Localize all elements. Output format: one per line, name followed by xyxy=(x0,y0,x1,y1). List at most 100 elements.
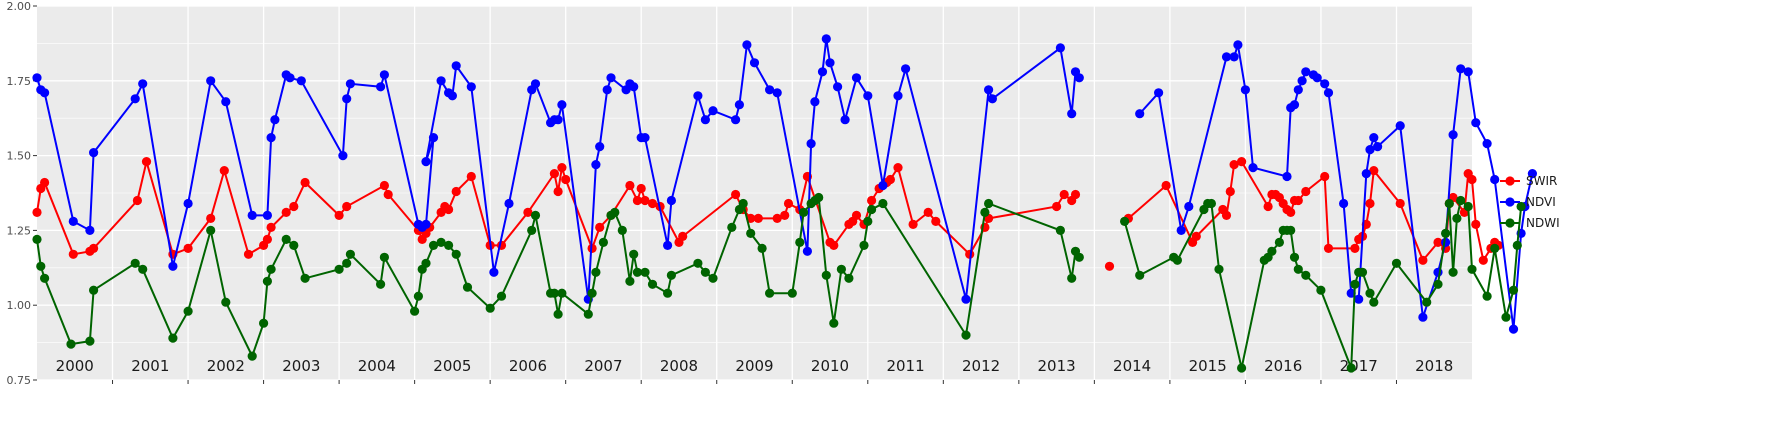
data-point xyxy=(606,73,616,83)
year-label: 2000 xyxy=(56,357,94,375)
data-point xyxy=(833,82,843,92)
data-point xyxy=(68,249,78,259)
data-point xyxy=(1286,225,1296,235)
data-point xyxy=(1293,85,1303,95)
year-label: 2006 xyxy=(509,357,547,375)
data-point xyxy=(821,34,831,44)
data-point xyxy=(334,264,344,274)
data-point xyxy=(66,339,76,349)
data-point xyxy=(587,288,597,298)
data-point xyxy=(266,133,276,143)
year-label: 2014 xyxy=(1113,357,1151,375)
legend-key-point xyxy=(1505,197,1515,207)
data-point xyxy=(1433,237,1443,247)
data-point xyxy=(342,94,352,104)
data-point xyxy=(379,70,389,80)
year-label: 2011 xyxy=(886,357,924,375)
data-point xyxy=(625,276,635,286)
data-point xyxy=(878,180,888,191)
data-point xyxy=(36,261,46,271)
legend-label: SWIR xyxy=(1526,174,1557,188)
data-point xyxy=(496,291,507,301)
data-point xyxy=(1135,270,1145,280)
data-point xyxy=(130,94,140,104)
data-point xyxy=(1301,270,1311,280)
data-point xyxy=(523,207,533,217)
series-swir xyxy=(32,157,1503,271)
data-point xyxy=(1463,67,1473,77)
data-point xyxy=(345,79,355,89)
data-point xyxy=(738,198,748,209)
data-point xyxy=(444,204,454,215)
data-point xyxy=(1512,240,1522,250)
data-point xyxy=(817,67,828,77)
data-point xyxy=(806,139,816,149)
data-point xyxy=(40,177,50,188)
data-point xyxy=(1508,324,1519,334)
data-point xyxy=(742,40,752,50)
data-point xyxy=(32,207,42,217)
data-point xyxy=(1240,85,1250,95)
data-point xyxy=(447,91,457,101)
data-point xyxy=(219,166,229,176)
data-point xyxy=(1516,201,1526,212)
data-point xyxy=(591,267,601,277)
data-point xyxy=(602,85,612,95)
year-label: 2016 xyxy=(1264,357,1302,375)
data-point xyxy=(1176,225,1186,235)
data-point xyxy=(266,222,276,232)
data-point xyxy=(1482,139,1492,149)
data-point xyxy=(780,210,790,220)
data-point xyxy=(462,282,473,292)
data-point xyxy=(1267,246,1277,256)
data-point xyxy=(647,279,658,289)
data-point xyxy=(130,258,140,268)
data-point xyxy=(753,213,763,223)
data-point xyxy=(984,85,994,95)
data-point xyxy=(867,204,877,215)
data-point xyxy=(836,264,847,274)
data-point xyxy=(583,309,593,319)
data-point xyxy=(183,198,193,209)
data-point xyxy=(1293,264,1303,274)
data-point xyxy=(289,201,299,212)
data-point xyxy=(731,115,741,125)
data-point xyxy=(1301,186,1311,197)
data-point xyxy=(206,76,216,86)
data-point xyxy=(1104,261,1115,271)
data-point xyxy=(1369,297,1379,307)
y-axis: 0.75 1.00 1.25 1.50 1.75 2.00 xyxy=(7,0,1397,387)
data-point xyxy=(1301,67,1311,77)
data-point xyxy=(259,318,269,328)
data-point xyxy=(221,97,231,107)
data-point xyxy=(810,97,820,107)
data-point xyxy=(640,195,650,206)
y-tick-label: 0.75 xyxy=(7,374,32,387)
data-point xyxy=(1055,225,1065,235)
data-point xyxy=(700,115,711,125)
data-point xyxy=(1191,231,1201,241)
series-ndvi xyxy=(32,34,1537,334)
legend-key-point xyxy=(1505,176,1515,186)
data-point xyxy=(561,174,571,185)
data-point xyxy=(700,267,711,277)
data-point xyxy=(141,157,152,167)
data-point xyxy=(734,100,745,110)
data-point xyxy=(262,276,272,286)
data-point xyxy=(281,207,291,217)
data-point xyxy=(413,291,423,301)
data-point xyxy=(300,177,310,188)
data-point xyxy=(1339,198,1349,209)
data-point xyxy=(334,210,344,220)
data-point xyxy=(132,195,142,206)
data-point xyxy=(1323,243,1334,253)
data-point xyxy=(138,264,148,274)
data-point xyxy=(1316,285,1326,295)
data-point xyxy=(1456,195,1466,206)
data-point xyxy=(632,195,643,206)
data-point xyxy=(1369,166,1379,176)
data-point xyxy=(32,234,42,244)
data-point xyxy=(1067,273,1077,283)
data-point xyxy=(783,198,794,209)
